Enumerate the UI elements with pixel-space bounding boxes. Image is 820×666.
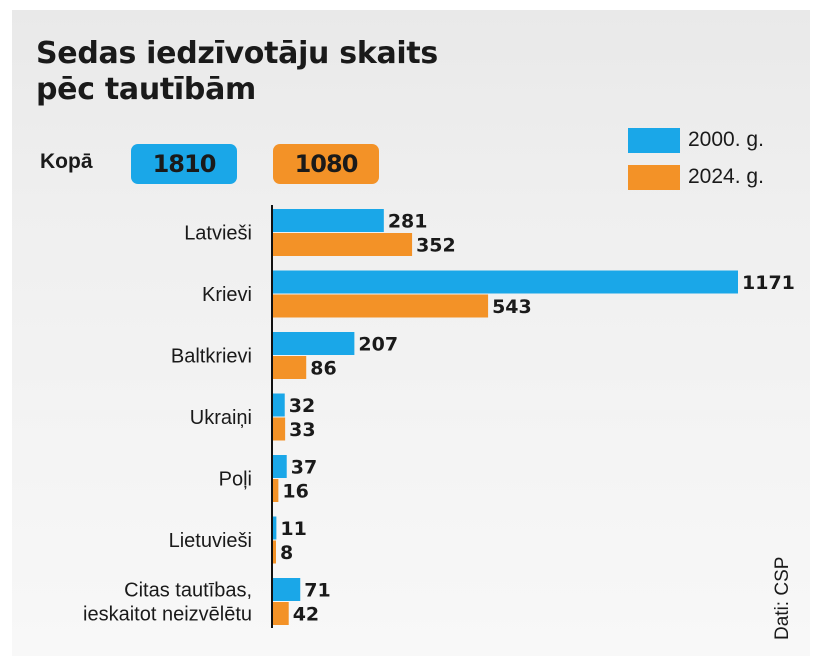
category-label: Lietuvieši xyxy=(169,530,252,552)
bar-2024 xyxy=(272,294,489,318)
data-label: 37 xyxy=(291,457,317,479)
category-label: ieskaitot neizvēlētu xyxy=(83,604,252,626)
data-label: 33 xyxy=(289,419,315,441)
bar-2024 xyxy=(272,233,413,256)
data-label: 281 xyxy=(388,211,428,233)
chart-title-line-2: pēc tautībām xyxy=(36,72,256,107)
category-label: Citas tautības, xyxy=(124,580,252,602)
chart-title: Sedas iedzīvotāju skaits pēc tautībām xyxy=(36,36,438,108)
total-2024-badge: 1080 xyxy=(273,144,379,184)
data-label: 1171 xyxy=(742,272,795,294)
category-label: Poļi xyxy=(219,469,252,491)
chart-panel xyxy=(12,10,810,656)
bar-2024 xyxy=(272,602,289,625)
data-label: 42 xyxy=(293,604,319,626)
bar-2024 xyxy=(272,417,286,441)
bar-2000 xyxy=(272,393,285,417)
bar-2024 xyxy=(272,479,279,502)
total-label: Kopā xyxy=(40,150,93,173)
bar-2000 xyxy=(272,332,355,355)
bar-2024 xyxy=(272,540,276,564)
data-label: 32 xyxy=(289,395,315,417)
data-label: 207 xyxy=(358,334,398,356)
legend-label-2024: 2024. g. xyxy=(688,165,764,188)
legend-label-2000: 2000. g. xyxy=(688,128,764,151)
category-label: Latvieši xyxy=(184,223,252,245)
bar-2000 xyxy=(272,455,287,478)
category-label: Krievi xyxy=(202,284,252,306)
data-label: 86 xyxy=(310,358,336,380)
data-label: 543 xyxy=(492,296,532,318)
chart-title-line-1: Sedas iedzīvotāju skaits xyxy=(36,36,438,71)
data-label: 352 xyxy=(416,235,456,257)
legend-swatch-2024 xyxy=(628,164,680,190)
data-label: 16 xyxy=(282,481,308,503)
bar-2024 xyxy=(272,356,307,379)
total-2000-badge: 1810 xyxy=(131,144,237,184)
category-label: Baltkrievi xyxy=(171,346,252,368)
legend-item-2000: 2000. g. xyxy=(628,127,764,153)
legend-swatch-2000 xyxy=(628,127,680,153)
data-label: 71 xyxy=(304,580,330,602)
category-label: Ukraiņi xyxy=(190,407,252,429)
bar-2000 xyxy=(272,270,738,294)
bar-2000 xyxy=(272,516,277,540)
legend-item-2024: 2024. g. xyxy=(628,164,764,190)
source-note: Dati: CSP xyxy=(772,556,793,640)
bar-2000 xyxy=(272,209,384,232)
data-label: 11 xyxy=(280,518,306,540)
data-label: 8 xyxy=(280,542,293,564)
bar-2000 xyxy=(272,578,301,601)
